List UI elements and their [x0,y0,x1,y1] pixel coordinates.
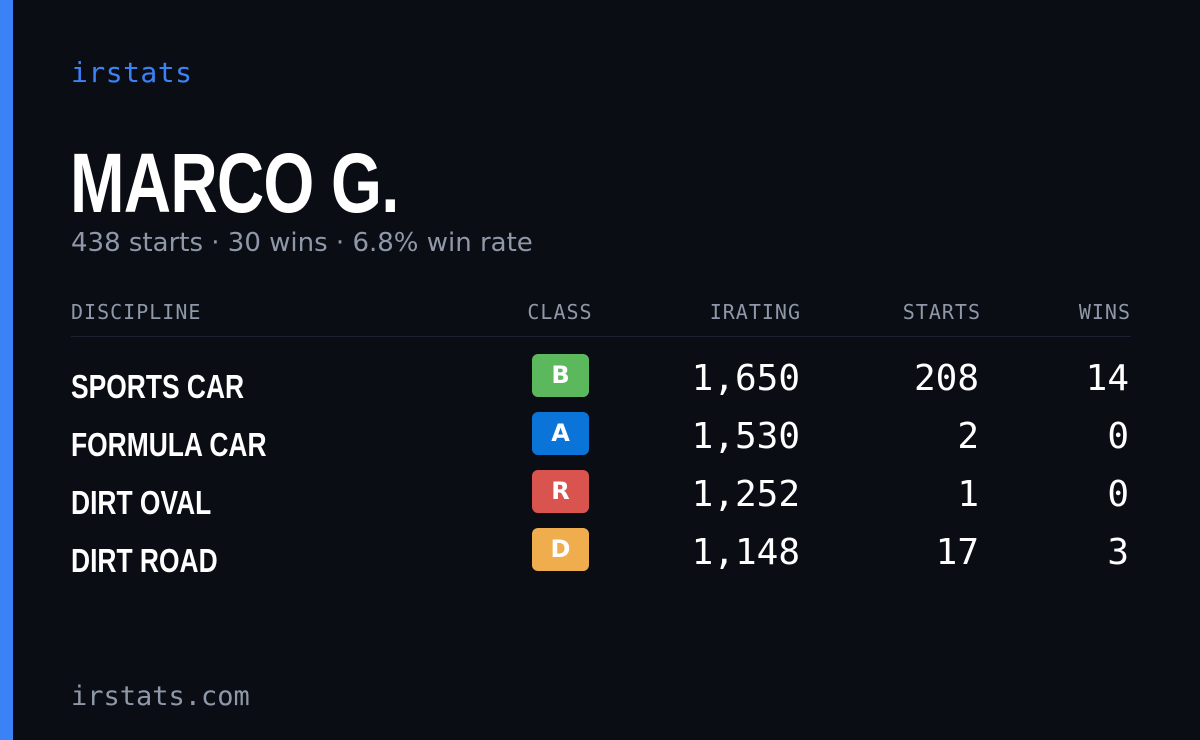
starts-value: 17 [935,532,979,573]
table-row: FORMULA CAR A 1,530 2 0 [71,412,1131,468]
discipline-name: DIRT ROAD [71,542,218,579]
table-row: SPORTS CAR B 1,650 208 14 [71,354,1131,410]
brand-logo: irstats [71,56,193,89]
table-row: DIRT OVAL R 1,252 1 0 [71,470,1131,526]
driver-summary: 438 starts · 30 wins · 6.8% win rate [71,228,533,258]
wins-value: 14 [1085,358,1129,399]
wins-value: 0 [1107,416,1129,457]
accent-bar [0,0,13,740]
footer-url[interactable]: irstats.com [71,681,250,712]
wins-value: 0 [1107,474,1129,515]
discipline-name: DIRT OVAL [71,484,212,521]
header-discipline: DISCIPLINE [71,300,202,324]
starts-value: 208 [913,358,979,399]
class-badge: A [532,412,589,455]
header-wins: WINS [1078,300,1131,324]
irating-value: 1,148 [691,532,800,573]
discipline-name: FORMULA CAR [71,426,267,463]
irating-value: 1,530 [691,416,800,457]
class-badge: B [532,354,589,397]
starts-value: 2 [957,416,979,457]
header-class: CLASS [527,300,593,324]
header-irating: IRATING [709,300,801,324]
wins-value: 3 [1107,532,1129,573]
irating-value: 1,650 [691,358,800,399]
table-header: DISCIPLINE CLASS IRATING STARTS WINS [71,300,1131,337]
class-badge: R [532,470,589,513]
irating-value: 1,252 [691,474,800,515]
discipline-name: SPORTS CAR [71,368,245,405]
header-starts: STARTS [902,300,981,324]
starts-value: 1 [957,474,979,515]
table-row: DIRT ROAD D 1,148 17 3 [71,528,1131,584]
driver-name: MARCO G. [70,136,399,230]
class-badge: D [532,528,589,571]
